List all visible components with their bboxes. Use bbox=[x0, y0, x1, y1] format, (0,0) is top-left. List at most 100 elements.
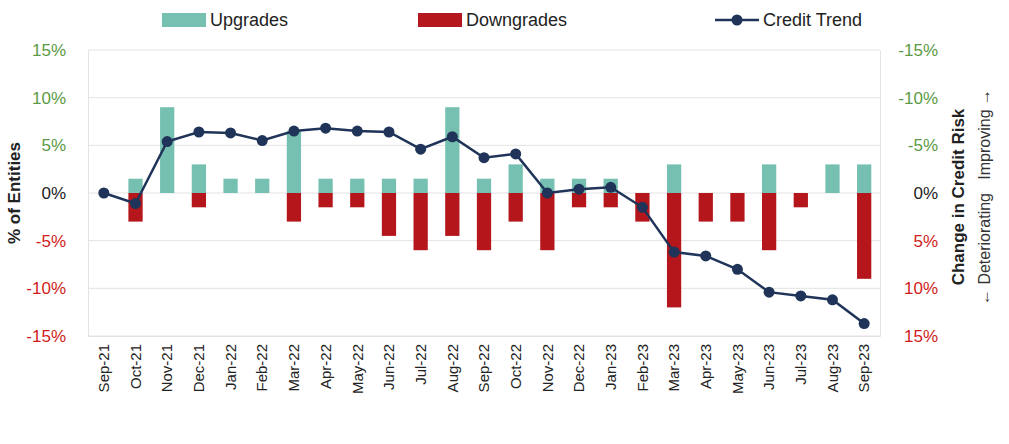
y2-axis: 15%10%5%0%-5%-10%-15% bbox=[880, 41, 938, 346]
bar bbox=[318, 179, 332, 193]
x-tick: Feb-23 bbox=[634, 336, 651, 392]
grid-line bbox=[88, 50, 880, 51]
x-tick: Feb-22 bbox=[253, 336, 270, 392]
bar bbox=[635, 193, 649, 222]
chart: -15%-10%-5%0%5%10%15%15%10%5%0%-5%-10%-1… bbox=[0, 0, 1009, 444]
bar bbox=[318, 193, 332, 207]
bar bbox=[414, 193, 428, 250]
x-tick: Aug-23 bbox=[824, 336, 841, 392]
bar bbox=[445, 193, 459, 236]
marker bbox=[257, 135, 268, 146]
y-tick-label: -15% bbox=[26, 327, 66, 346]
y-tick-label: 10% bbox=[32, 89, 66, 108]
bar bbox=[128, 193, 142, 222]
bar bbox=[255, 179, 269, 193]
x-tick-label: Dec-21 bbox=[190, 344, 207, 392]
x-tick-label: Jun-22 bbox=[380, 344, 397, 390]
x-tick-label: Mar-23 bbox=[665, 344, 682, 392]
marker bbox=[732, 264, 743, 275]
bar bbox=[730, 193, 744, 222]
bar bbox=[699, 193, 713, 222]
y2-tick: 10% bbox=[880, 279, 938, 298]
x-tick: Sep-22 bbox=[475, 336, 492, 392]
y2-tick: -10% bbox=[880, 89, 938, 108]
x-tick: May-23 bbox=[729, 336, 746, 394]
x-axis: Sep-21Oct-21Nov-21Dec-21Jan-22Feb-22Mar-… bbox=[89, 336, 881, 394]
y-tick: -15% bbox=[26, 327, 88, 346]
y-tick: 5% bbox=[41, 136, 88, 155]
y2-tick: -15% bbox=[880, 41, 938, 60]
x-tick: May-22 bbox=[349, 336, 366, 394]
y2-tick: 0% bbox=[880, 184, 938, 203]
x-tick: Dec-21 bbox=[190, 336, 207, 392]
y-tick-label: 5% bbox=[41, 136, 66, 155]
legend-marker bbox=[732, 15, 743, 26]
y2-tick-label: 5% bbox=[913, 232, 938, 251]
marker bbox=[415, 144, 426, 155]
bar bbox=[382, 193, 396, 236]
bar bbox=[857, 193, 871, 279]
grid bbox=[88, 50, 880, 336]
x-tick: Jun-23 bbox=[760, 336, 777, 390]
plot-marks bbox=[98, 107, 871, 329]
legend: UpgradesDowngradesCredit Trend bbox=[162, 10, 862, 30]
bar-series bbox=[128, 107, 871, 193]
x-tick-label: Sep-22 bbox=[475, 344, 492, 392]
x-tick-label: May-22 bbox=[349, 344, 366, 394]
x-tick: Sep-21 bbox=[95, 336, 112, 392]
bar bbox=[382, 179, 396, 193]
legend-swatch bbox=[162, 13, 206, 27]
axis-line bbox=[88, 51, 89, 337]
bar bbox=[287, 193, 301, 222]
x-tick: Apr-22 bbox=[317, 336, 334, 389]
marker bbox=[827, 294, 838, 305]
bar bbox=[255, 193, 269, 194]
y2-axis-subtitle: ← Deteriorating Improving → bbox=[976, 89, 993, 305]
x-tick-label: Nov-22 bbox=[539, 344, 556, 392]
bar bbox=[604, 193, 618, 207]
marker bbox=[637, 202, 648, 213]
y2-tick-label: -15% bbox=[898, 41, 938, 60]
x-tick-label: Apr-23 bbox=[697, 344, 714, 389]
y-tick-label: -10% bbox=[26, 279, 66, 298]
x-tick: Dec-22 bbox=[570, 336, 587, 392]
marker bbox=[320, 123, 331, 134]
legend-label: Downgrades bbox=[466, 10, 567, 30]
y2-axis-title: Change in Credit Risk bbox=[949, 108, 968, 285]
x-tick-label: Jul-22 bbox=[412, 344, 429, 385]
x-tick: Jan-23 bbox=[602, 336, 619, 390]
bar bbox=[667, 193, 681, 307]
bar bbox=[445, 107, 459, 193]
bar bbox=[857, 164, 871, 193]
marker bbox=[542, 188, 553, 199]
y-tick: 10% bbox=[32, 89, 88, 108]
x-tick-label: Jan-23 bbox=[602, 344, 619, 390]
legend-swatch bbox=[418, 13, 462, 27]
x-tick: Jul-23 bbox=[792, 336, 809, 385]
bar bbox=[128, 179, 142, 193]
y-tick-label: -5% bbox=[36, 232, 66, 251]
marker bbox=[479, 152, 490, 163]
legend-item: Upgrades bbox=[162, 10, 288, 30]
marker bbox=[225, 127, 236, 138]
bar-series bbox=[128, 193, 871, 307]
y-tick: 15% bbox=[32, 41, 88, 60]
marker bbox=[193, 126, 204, 137]
y2-tick-label: 15% bbox=[904, 327, 938, 346]
y2-tick-label: 10% bbox=[904, 279, 938, 298]
bar bbox=[223, 193, 237, 194]
bar bbox=[540, 193, 554, 250]
legend-item: Downgrades bbox=[418, 10, 567, 30]
x-tick: Mar-22 bbox=[285, 336, 302, 392]
marker bbox=[162, 136, 173, 147]
x-tick: Jul-22 bbox=[412, 336, 429, 385]
x-tick: Apr-23 bbox=[697, 336, 714, 389]
marker bbox=[700, 250, 711, 261]
y-axis-title: % of Entities bbox=[5, 142, 24, 244]
y-axis: -15%-10%-5%0%5%10%15% bbox=[26, 41, 88, 346]
x-tick: Jun-22 bbox=[380, 336, 397, 390]
x-tick: Sep-23 bbox=[855, 336, 872, 392]
bar bbox=[350, 179, 364, 193]
grid-line bbox=[88, 145, 880, 146]
bar bbox=[825, 193, 839, 194]
